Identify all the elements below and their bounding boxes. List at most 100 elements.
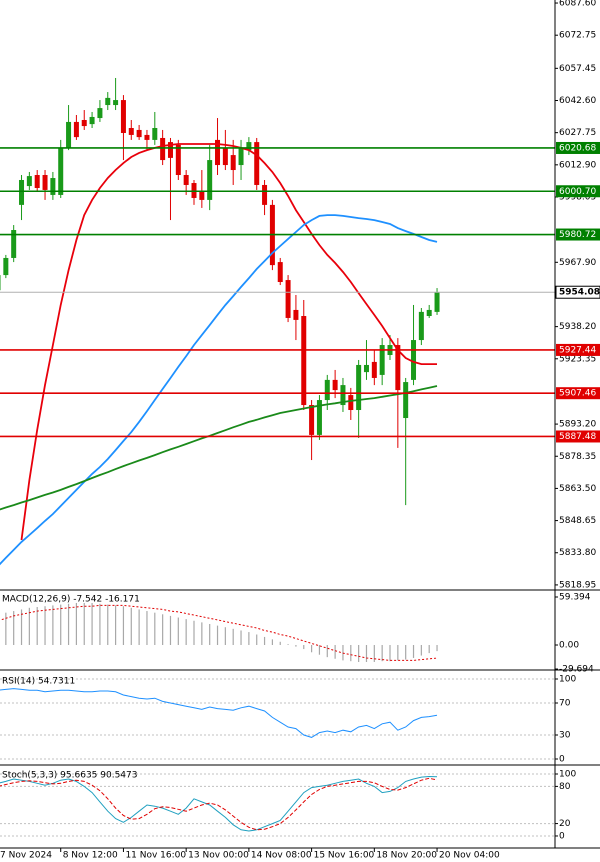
candle-body [113,100,119,106]
candle-body [58,147,64,195]
candle-body [136,129,142,138]
y-tick-label: 5833.80 [559,548,596,558]
level-label-box [556,387,600,400]
y-tick-label: 5998.05 [559,192,596,202]
panel-title: RSI(14) 54.7311 [2,677,75,687]
candle-body [238,147,244,166]
y-tick-label: 5878.35 [559,452,596,462]
candle-body [230,155,236,171]
candle-body [293,309,299,320]
candle-body [411,340,417,380]
candle-body [152,128,158,140]
x-tick-label: 8 Nov 12:00 [63,851,118,861]
candle-body [0,275,1,291]
y-tick-label: 6087.60 [559,0,596,9]
candle-body [183,175,189,185]
candle-body [340,385,346,406]
candle-body [332,379,338,391]
candle-body [34,175,40,189]
candle-body [50,178,56,195]
candle-body [66,121,72,148]
candle-body [19,179,25,205]
candle-body [73,121,79,138]
indicator-line [0,214,438,566]
candle-body [207,160,213,200]
y-tick-label: 5938.20 [559,322,596,332]
candle-body [316,400,322,435]
y-tick-label: 100 [559,675,576,685]
candle-body [81,119,87,127]
candle-body [309,405,315,435]
candle-body [434,292,440,312]
y-tick-label: 5893.20 [559,420,596,430]
level-label: 6020.68 [559,143,596,153]
candle-body [215,139,221,166]
candle-body [246,142,252,151]
indicator-line [0,777,438,831]
y-tick-label: 0 [559,831,565,841]
indicator-line [0,604,438,661]
level-label-box [556,228,600,241]
level-label-box [556,141,600,154]
x-tick-label: 18 Nov 20:00 [376,851,437,861]
candle-body [277,262,283,283]
indicator-line [0,385,438,511]
panel-title: MACD(12,26,9) -7.542 -16.171 [2,595,140,605]
candle-body [262,184,268,205]
candle-body [285,280,291,318]
y-tick-label: 0.00 [559,641,579,651]
last-price-label: 5954.08 [559,288,600,298]
candle-body [167,142,173,158]
x-tick-label: 14 Nov 08:00 [251,851,312,861]
level-label-box [556,185,600,198]
y-tick-label: 80 [559,782,571,792]
candle-body [175,144,181,176]
candle-body [395,345,401,391]
x-tick-label: 20 Nov 04:00 [439,851,500,861]
panel [0,678,555,760]
y-tick-label: 5848.65 [559,516,596,526]
candle-body [26,176,32,187]
candle-body [120,100,126,133]
candle-body [363,364,369,373]
indicator-line [20,143,437,541]
candle-body [403,382,409,419]
level-label: 5927.44 [559,345,596,355]
candle-body [160,137,166,161]
level-label: 5907.46 [559,389,596,399]
candle-body [222,147,228,166]
y-tick-label: 0 [559,755,565,765]
candle-body [11,230,17,258]
candle-body [199,191,205,200]
panel [0,602,438,662]
candle-body [301,316,307,406]
candle-body [89,116,95,125]
candle-body [418,311,424,341]
level-label: 5887.48 [559,432,596,442]
y-tick-label: 5863.50 [559,484,596,494]
candle-body [356,364,362,411]
candle-body [3,257,9,276]
y-tick-label: 6042.60 [559,96,596,106]
y-tick-label: 6057.45 [559,64,596,74]
x-tick-label: 7 Nov 2024 [0,851,52,861]
candle-body [97,108,103,119]
y-tick-label: 59.394 [559,592,591,602]
candle-body [254,142,260,185]
panel [0,773,555,837]
level-label-box [556,430,600,443]
candle-body [348,395,354,411]
candle-body [324,379,330,401]
indicator-line [0,688,438,738]
x-tick-label: 15 Nov 16:00 [314,851,375,861]
candle-body [128,128,134,135]
y-tick-label: 5967.90 [559,258,596,268]
y-tick-label: 100 [559,770,576,780]
y-tick-label: 6027.75 [559,128,596,138]
level-label: 5980.72 [559,230,596,240]
y-tick-label: 30 [559,731,571,741]
x-tick-label: 13 Nov 00:00 [188,851,249,861]
y-tick-label: 5818.95 [559,580,596,590]
